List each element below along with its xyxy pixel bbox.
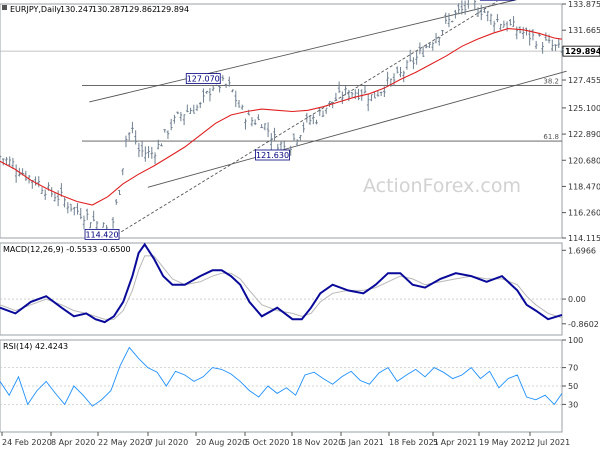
rsi-y-tick-label: 30 [568,400,578,409]
macd-y-tick-label: 1.6966 [568,246,596,255]
rsi-y-tick-label: 70 [568,364,578,373]
price-annotation-label: 127.070 [187,75,220,84]
x-tick-label: 5 Jan 2021 [341,438,384,447]
rsi-y-tick-label: 50 [568,382,578,391]
price-ohlc-low: 129.862 [124,5,157,14]
price-ohlc-close: 129.894 [156,5,189,14]
macd-y-tick-label: -0.8602 [568,320,599,329]
last-price-label: 129.894 [565,47,600,56]
x-tick-label: 18 Nov 2020 [292,438,343,447]
x-tick-label: 7 Jul 2020 [148,438,188,447]
price-y-tick-label: 125.100 [568,104,600,113]
rsi-title: RSI(14) 42.4243 [3,342,68,351]
title-triangle-icon [2,5,7,10]
price-title: EURJPY,Daily [10,5,61,14]
x-tick-label: 5 Apr 2021 [433,438,477,447]
x-tick-label: 18 Feb 2021 [389,438,439,447]
price-y-tick-label: 127.455 [568,76,600,85]
price-y-tick-label: 116.260 [568,209,600,218]
price-y-tick-label: 133.875 [568,0,600,9]
price-y-tick-label: 114.115 [568,234,600,243]
price-ohlc-high: 130.287 [92,5,125,14]
x-tick-label: 19 May 2021 [479,438,531,447]
x-tick-label: 24 Feb 2020 [2,438,52,447]
macd-y-tick-label: 0.00 [568,295,586,304]
price-y-tick-label: 122.890 [568,130,600,139]
price-y-tick-label: 120.680 [568,156,600,165]
x-tick-label: 8 Apr 2020 [51,438,95,447]
watermark: ActionForex.com [363,175,521,197]
x-tick-label: 22 May 2020 [98,438,150,447]
rsi-y-tick-label: 100 [568,336,583,345]
price-annotation-label: 114.420 [85,230,118,239]
price-ohlc-open: 130.247 [60,5,93,14]
price-y-tick-label: 118.470 [568,182,600,191]
fib-level-label: 61.8 [543,133,559,141]
x-tick-label: 2 Jul 2021 [530,438,570,447]
price-annotation-label: 121.630 [256,151,289,160]
macd-title: MACD(12,26,9) -0.5533 -0.6500 [3,245,131,254]
price-y-tick-label: 131.665 [568,26,600,35]
fib-level-label: 38.2 [543,77,559,85]
x-tick-label: 20 Aug 2020 [196,438,247,447]
x-tick-label: 5 Oct 2020 [245,438,289,447]
